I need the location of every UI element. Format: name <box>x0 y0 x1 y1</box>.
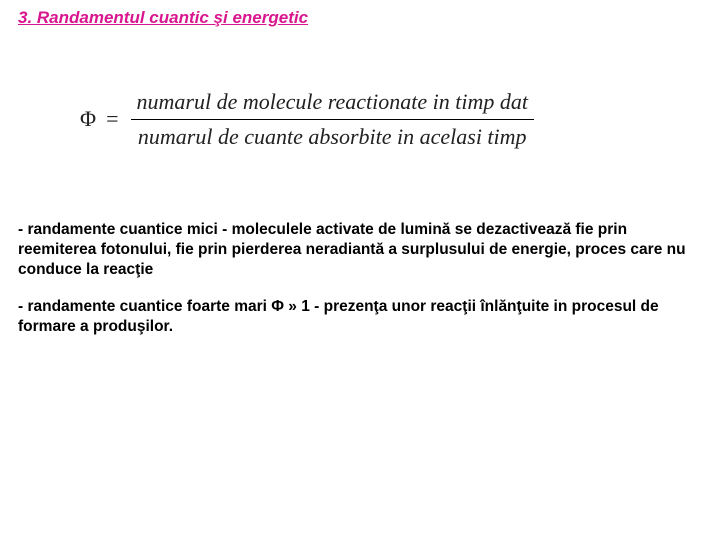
formula-block: Φ = numarul de molecule reactionate in t… <box>80 88 702 150</box>
section-title: 3. Randamentul cuantic şi energetic <box>18 8 702 28</box>
fraction-numerator: numarul de molecule reactionate in timp … <box>131 88 534 120</box>
equals-sign: = <box>106 106 118 132</box>
paragraph-2: - randamente cuantice foarte mari Φ » 1 … <box>18 297 702 337</box>
phi-symbol: Φ <box>80 106 96 132</box>
paragraph-1: - randamente cuantice mici - moleculele … <box>18 220 702 279</box>
fraction: numarul de molecule reactionate in timp … <box>131 88 534 150</box>
fraction-denominator: numarul de cuante absorbite in acelasi t… <box>131 120 534 151</box>
